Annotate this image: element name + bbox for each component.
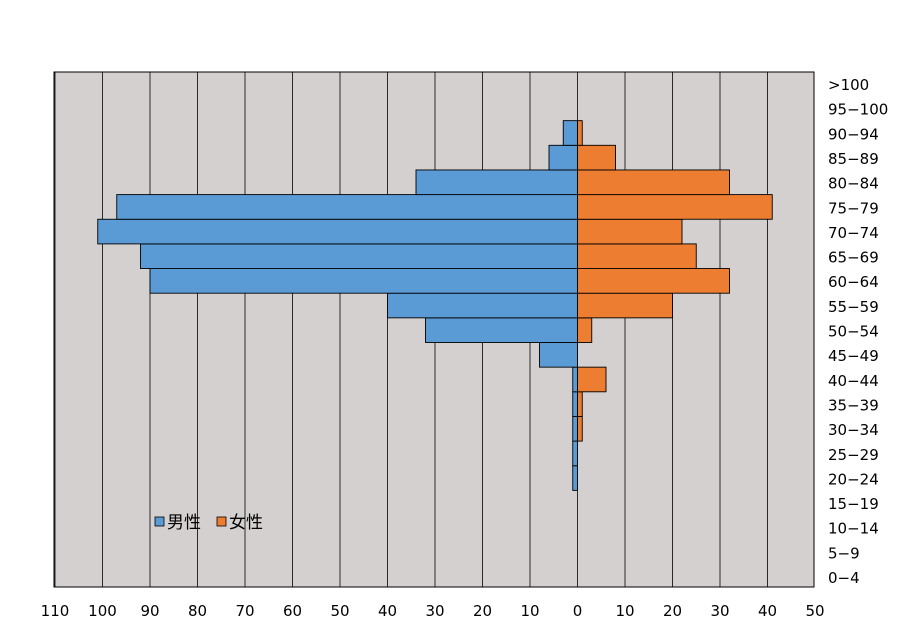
y-tick-label: 25−29 — [828, 446, 879, 464]
y-tick-label: >100 — [828, 76, 869, 94]
bar-female-45-49 — [577, 366, 607, 393]
y-tick-label: 95−100 — [828, 101, 888, 119]
legend-swatch-male — [154, 516, 165, 527]
bar-female-95-100 — [577, 120, 583, 146]
bar-male-80-84 — [116, 194, 578, 220]
y-tick-label: 85−89 — [828, 150, 879, 168]
y-tick-label: 5−9 — [828, 544, 860, 562]
x-tick-label: 20 — [473, 602, 492, 620]
bar-male-75-79 — [97, 218, 578, 245]
bar-male-70-74 — [140, 243, 578, 269]
legend: 男性 女性 — [154, 513, 263, 533]
bar-male-55-59 — [425, 317, 578, 343]
bar-female-35-39 — [577, 416, 583, 442]
y-tick-label: 30−34 — [828, 421, 879, 439]
bar-female-80-84 — [577, 194, 773, 220]
bar-male-90-94 — [548, 144, 578, 171]
x-tick-label: 40 — [378, 602, 397, 620]
x-tick-label: 80 — [188, 602, 207, 620]
y-tick-label: 15−19 — [828, 495, 879, 513]
bar-female-75-79 — [577, 218, 683, 245]
x-tick-label: 60 — [283, 602, 302, 620]
x-axis-ticks: 110 100 90 80 70 60 50 40 30 20 10 0 10 20 30 40 50 — [41, 602, 825, 620]
bar-female-70-74 — [577, 243, 697, 269]
y-axis-ticks: 0−4 5−9 10−14 15−19 20−24 25−29 30−34 35−39 40−4… — [828, 76, 888, 587]
x-tick-label: 90 — [140, 602, 159, 620]
y-tick-label: 45−49 — [828, 347, 879, 365]
x-tick-label: 10 — [520, 602, 539, 620]
x-tick-label: 30 — [425, 602, 444, 620]
y-tick-label: 40−44 — [828, 372, 879, 390]
y-tick-label: 70−74 — [828, 224, 879, 242]
x-tick-label: 30 — [710, 602, 729, 620]
legend-swatch-female — [216, 516, 227, 527]
x-tick-label: 50 — [330, 602, 349, 620]
bar-female-60-64 — [577, 292, 673, 319]
bar-male-50-54 — [539, 342, 578, 368]
x-tick-label: 0 — [573, 602, 583, 620]
bar-male-40-44 — [572, 391, 578, 417]
legend-label-male: 男性 — [167, 513, 201, 533]
y-tick-label: 50−54 — [828, 323, 879, 341]
x-tick-label: 50 — [805, 602, 824, 620]
bar-female-85-89 — [577, 169, 730, 196]
bar-male-25-29 — [572, 465, 578, 491]
y-tick-label: 55−59 — [828, 298, 879, 316]
y-tick-label: 75−79 — [828, 199, 879, 217]
x-tick-label: 100 — [88, 602, 117, 620]
y-tick-label: 35−39 — [828, 396, 879, 414]
bar-female-65-69 — [577, 268, 730, 294]
x-tick-label: 70 — [235, 602, 254, 620]
y-tick-label: 60−64 — [828, 273, 879, 291]
x-tick-label: 110 — [41, 602, 70, 620]
y-tick-label: 80−84 — [828, 175, 879, 193]
y-tick-label: 0−4 — [828, 569, 860, 587]
bar-male-65-69 — [149, 268, 578, 294]
bar-male-85-89 — [415, 169, 578, 196]
x-tick-label: 10 — [615, 602, 634, 620]
y-tick-label: 90−94 — [828, 125, 879, 143]
bar-male-95-100 — [562, 120, 578, 146]
bar-male-30-34 — [572, 440, 578, 467]
bar-female-90-94 — [577, 144, 616, 171]
y-tick-label: 65−69 — [828, 249, 879, 267]
bars — [97, 120, 773, 491]
bar-male-60-64 — [387, 292, 578, 319]
y-tick-label: 10−14 — [828, 520, 879, 538]
legend-label-female: 女性 — [229, 513, 263, 533]
bar-female-40-44 — [577, 391, 583, 417]
x-tick-label: 20 — [663, 602, 682, 620]
bar-male-35-39 — [572, 416, 578, 442]
y-tick-label: 20−24 — [828, 470, 879, 488]
bar-female-55-59 — [577, 317, 593, 343]
bar-male-45-49 — [572, 366, 578, 393]
x-tick-label: 40 — [758, 602, 777, 620]
